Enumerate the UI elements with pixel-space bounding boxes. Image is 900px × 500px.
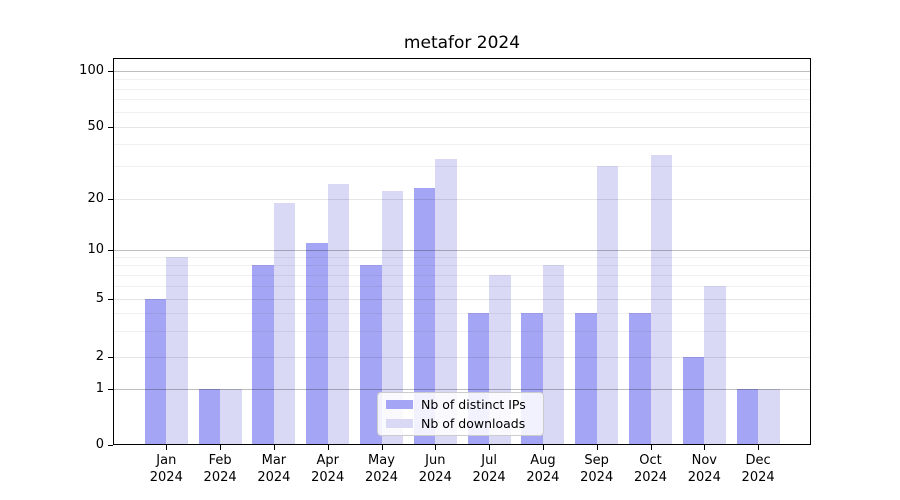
x-tick-label-jun: Jun 2024 (418, 453, 452, 485)
bar-downloads-feb (220, 389, 242, 445)
plot-area (113, 58, 811, 445)
bar-ips-feb (198, 389, 221, 445)
y-tick-label-100: 100 (79, 62, 104, 78)
x-tick-mark-jun (435, 445, 437, 450)
gridline-100 (113, 70, 811, 72)
bar-downloads-dec (758, 389, 780, 445)
y-tick-mark-20 (108, 198, 113, 200)
legend-label-distinct-ips: Nb of distinct IPs (421, 397, 526, 412)
x-tick-label-sep: Sep 2024 (580, 453, 614, 485)
x-tick-mark-may (381, 445, 383, 450)
x-tick-label-feb: Feb 2024 (203, 453, 237, 485)
bar-ips-apr (306, 242, 328, 445)
gridline-70 (113, 99, 811, 101)
x-tick-label-aug: Aug 2024 (526, 453, 560, 485)
bar-downloads-may (381, 191, 403, 445)
y-tick-label-0: 0 (95, 437, 104, 452)
chart-title: metafor 2024 (403, 33, 521, 53)
y-tick-mark-0 (108, 445, 113, 446)
x-tick-label-nov: Nov 2024 (687, 453, 721, 485)
x-tick-mark-apr (327, 445, 329, 450)
x-tick-mark-dec (758, 445, 760, 450)
x-tick-label-mar: Mar 2024 (257, 453, 291, 485)
y-tick-mark-50 (108, 126, 113, 128)
legend-label-downloads: Nb of downloads (421, 416, 526, 431)
gridline-80 (113, 88, 811, 90)
x-tick-mark-aug (542, 445, 544, 450)
bar-ips-sep (575, 312, 597, 445)
y-tick-mark-100 (108, 70, 113, 72)
bar-ips-oct (629, 312, 651, 445)
legend-swatch-distinct-ips (386, 400, 413, 409)
gridline-40 (113, 144, 811, 146)
y-tick-mark-5 (108, 298, 113, 300)
bar-ips-may (360, 265, 382, 445)
gridline-30 (113, 166, 811, 168)
bar-ips-dec (736, 389, 759, 445)
x-tick-mark-mar (273, 445, 275, 450)
y-tick-mark-10 (108, 249, 113, 251)
bar-ips-jun (413, 187, 436, 445)
bar-ips-jan (144, 298, 167, 445)
legend-swatch-downloads (386, 419, 413, 428)
bar-downloads-aug (542, 265, 565, 445)
y-tick-mark-2 (108, 357, 113, 358)
gridline-90 (113, 79, 811, 80)
bar-downloads-oct (650, 154, 672, 445)
y-tick-label-5: 5 (95, 290, 104, 306)
bar-downloads-apr (327, 184, 350, 445)
x-tick-mark-jan (166, 445, 168, 450)
y-tick-label-10: 10 (87, 241, 104, 257)
gridline-10 (113, 249, 811, 251)
bar-downloads-nov (704, 285, 726, 445)
y-tick-label-1: 1 (95, 381, 104, 396)
x-tick-mark-sep (596, 445, 598, 450)
bar-ips-nov (682, 357, 705, 445)
gridline-50 (113, 126, 811, 128)
bar-downloads-mar (273, 202, 296, 445)
x-tick-mark-feb (220, 445, 222, 450)
x-tick-label-jul: Jul 2024 (472, 453, 506, 485)
bar-downloads-jun (435, 159, 457, 445)
x-tick-label-jan: Jan 2024 (149, 453, 183, 485)
x-tick-label-may: May 2024 (364, 453, 399, 485)
x-tick-mark-nov (704, 445, 706, 450)
x-tick-mark-oct (650, 445, 652, 450)
gridline-60 (113, 111, 811, 113)
y-tick-mark-1 (108, 389, 113, 390)
x-tick-label-apr: Apr 2024 (311, 453, 345, 485)
bar-downloads-jan (166, 256, 188, 445)
x-tick-label-oct: Oct 2024 (633, 453, 668, 485)
x-tick-mark-jul (489, 445, 491, 450)
y-tick-label-2: 2 (95, 349, 104, 364)
gridline-7 (113, 274, 811, 276)
y-tick-label-20: 20 (87, 190, 104, 206)
x-tick-label-dec: Dec 2024 (741, 453, 775, 485)
gridline-9 (113, 256, 811, 258)
legend: Nb of distinct IPs Nb of downloads (377, 392, 544, 436)
bar-downloads-sep (596, 166, 619, 445)
bar-ips-mar (252, 265, 274, 445)
gridline-20 (113, 198, 811, 200)
legend-entry-distinct-ips: Nb of distinct IPs (386, 397, 535, 412)
gridline-8 (113, 265, 811, 267)
legend-entry-downloads: Nb of downloads (386, 416, 535, 431)
y-tick-label-50: 50 (87, 118, 104, 134)
